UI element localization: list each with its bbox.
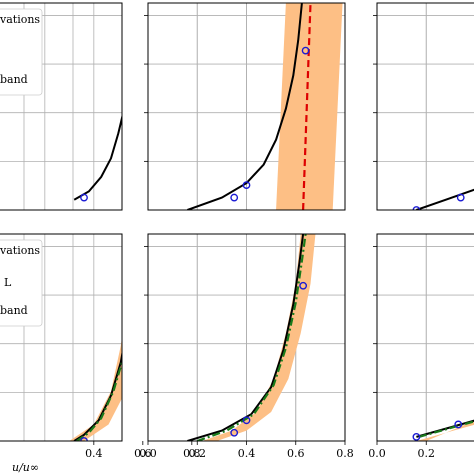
panel-top-middle [144,2,346,211]
x-tick-label: 0.8 [336,447,354,460]
observation-marker [242,416,251,425]
x-tick-label: 0.2 [189,447,207,460]
mean-line [76,358,122,441]
panel-bottom-middle: 0.0 0.2 0.4 0.6 0.8 [139,233,354,460]
x-tick-label: 0.2 [418,447,436,460]
legend-entry: L [4,276,12,289]
axes-frame [147,2,346,211]
mean-line [302,3,312,210]
legend-box [0,239,43,327]
observation-marker [456,193,465,202]
x-tick-label: 0.6 [134,447,152,460]
model-line [187,234,305,441]
observation-marker [230,428,239,437]
legend-entry: band [0,73,28,86]
observation-marker [80,193,88,202]
x-tick-label: 0.8 [183,447,201,460]
observation-marker [412,206,421,210]
model-line [187,3,303,210]
mean-line [418,420,474,438]
observation-marker [242,181,251,190]
x-axis-label: u/u∞ [12,461,39,474]
model-line [73,349,122,441]
axes-frame [0,233,123,442]
mean-line [196,234,307,441]
axes-frame [376,233,474,442]
uncertainty-band [202,234,316,441]
legend-entry: band [0,304,28,317]
model-line [416,188,474,210]
x-tick-label: 0.6 [287,447,305,460]
axes-frame [0,2,123,211]
panel-bottom-right: 0.0 0.2 [368,233,474,460]
uncertainty-band [276,3,343,210]
observation-marker [230,193,239,202]
panel-top-right [373,2,474,211]
observation-marker [301,46,310,55]
x-tick-label: 0.4 [238,447,256,460]
legend-entry: vations [0,13,40,26]
axes-frame [376,2,474,211]
legend-entry: vations [0,244,40,257]
panel-top-left: vations band [0,2,197,211]
x-tick-label: 0.0 [368,447,386,460]
legend: vations band [0,8,43,96]
mean-line [165,3,172,210]
model-line [73,113,122,201]
legend-box [0,8,43,96]
uncertainty-band [138,3,197,210]
x-tick-label: 0.4 [85,447,103,460]
observation-marker [412,432,421,441]
uncertainty-band [69,337,122,441]
x-tick-label: 0.0 [139,447,157,460]
observation-marker [299,281,308,290]
observation-marker [454,420,463,429]
